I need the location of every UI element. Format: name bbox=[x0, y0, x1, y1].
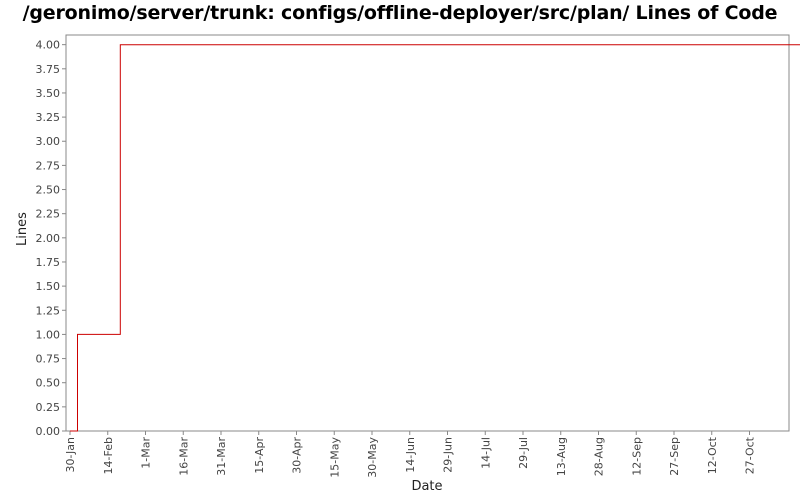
y-tick-label: 3.75 bbox=[36, 63, 61, 76]
y-tick-label: 2.25 bbox=[36, 208, 61, 221]
x-tick-label: 30-Jan bbox=[64, 437, 77, 473]
chart-title: /geronimo/server/trunk: configs/offline-… bbox=[22, 2, 778, 24]
y-tick-label: 1.25 bbox=[36, 304, 61, 317]
y-tick-label: 3.00 bbox=[36, 135, 61, 148]
y-tick-label: 4.00 bbox=[36, 39, 61, 52]
series-layer bbox=[70, 44, 800, 432]
x-tick-label: 15-Apr bbox=[253, 437, 266, 474]
x-tick-label: 13-Aug bbox=[555, 437, 568, 476]
y-tick-label: 1.50 bbox=[36, 280, 61, 293]
x-tick-label: 27-Sep bbox=[668, 437, 681, 476]
x-tick-label: 14-Jul bbox=[479, 437, 492, 469]
y-tick-label: 2.50 bbox=[36, 184, 61, 197]
y-tick-label: 3.50 bbox=[36, 87, 61, 100]
plot-area bbox=[65, 34, 790, 432]
y-tick-label: 3.25 bbox=[36, 111, 61, 124]
x-tick-label: 28-Aug bbox=[593, 437, 606, 476]
x-tick-label: 27-Oct bbox=[744, 436, 757, 474]
y-tick-label: 0.75 bbox=[36, 353, 61, 366]
x-tick-label: 16-Mar bbox=[177, 437, 190, 476]
y-tick-label: 2.75 bbox=[36, 159, 61, 172]
x-tick-label: 29-Jun bbox=[442, 437, 455, 473]
series-line-0 bbox=[70, 44, 800, 432]
x-tick-label: 14-Jun bbox=[404, 437, 417, 473]
y-tick-label: 2.00 bbox=[36, 232, 61, 245]
x-tick-label: 30-May bbox=[366, 437, 379, 478]
x-tick-label: 14-Feb bbox=[102, 437, 115, 474]
y-tick-label: 0.50 bbox=[36, 377, 61, 390]
x-axis-label: Date bbox=[411, 479, 442, 494]
y-axis: 0.00 0.25 0.50 0.75 1.00 1.25 1.50 1.75 2.00 2.25… bbox=[36, 39, 66, 438]
x-tick-label: 15-May bbox=[328, 437, 341, 478]
y-tick-label: 0.25 bbox=[36, 401, 61, 414]
y-tick-label: 1.00 bbox=[36, 328, 61, 341]
x-tick-label: 30-Apr bbox=[291, 437, 304, 474]
x-tick-label: 12-Sep bbox=[630, 437, 643, 476]
x-tick-label: 31-Mar bbox=[215, 437, 228, 476]
x-axis: 30-Jan 14-Feb 1-Mar 16-Mar 31-Mar 15-Apr 30-Ap… bbox=[64, 431, 757, 478]
y-tick-label: 0.00 bbox=[36, 425, 61, 438]
y-tick-label: 1.75 bbox=[36, 256, 61, 269]
y-axis-label: Lines bbox=[15, 212, 30, 246]
x-tick-label: 1-Mar bbox=[140, 437, 153, 469]
x-tick-label: 29-Jul bbox=[517, 437, 530, 469]
x-tick-label: 12-Oct bbox=[706, 436, 719, 474]
